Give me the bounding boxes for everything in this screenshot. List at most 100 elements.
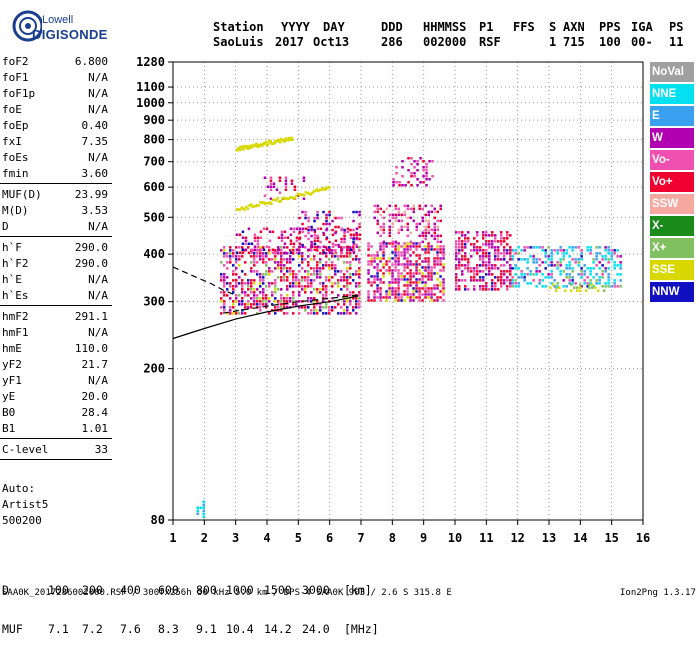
echo-point	[220, 306, 223, 309]
echo-point	[388, 204, 391, 208]
echo-point	[580, 273, 583, 276]
echo-point	[427, 287, 430, 290]
echo-point	[235, 300, 238, 303]
echo-point	[391, 225, 394, 229]
echo-point	[403, 210, 406, 214]
echo-point	[334, 255, 337, 258]
echo-point	[292, 282, 295, 285]
echo-point	[328, 210, 331, 214]
header-label: AXN	[563, 20, 585, 34]
echo-point	[455, 246, 458, 249]
echo-point	[523, 249, 526, 252]
echo-point	[244, 261, 247, 264]
echo-point	[412, 290, 415, 293]
echo-point	[268, 267, 271, 270]
echo-point	[550, 282, 553, 285]
echo-point	[313, 216, 316, 220]
echo-point	[568, 267, 571, 270]
echo-point	[355, 273, 358, 276]
echo-point	[262, 279, 265, 282]
echo-point	[289, 233, 293, 236]
echo-point	[376, 284, 379, 287]
echo-point	[298, 237, 301, 241]
echo-point	[514, 264, 517, 267]
echo-point	[238, 312, 241, 315]
echo-point	[322, 282, 325, 285]
echo-point	[250, 285, 253, 288]
echo-point	[485, 231, 488, 234]
echo-point	[538, 246, 541, 249]
echo-point	[580, 258, 583, 261]
echo-point	[427, 272, 430, 275]
echo-point	[310, 309, 313, 312]
echo-point	[343, 240, 346, 244]
echo-point	[346, 294, 349, 297]
echo-point	[482, 234, 485, 237]
echo-point	[301, 276, 304, 279]
echo-point	[613, 261, 616, 264]
echo-point	[316, 234, 319, 238]
echo-point	[509, 264, 512, 267]
echo-point	[464, 240, 467, 243]
echo-point	[268, 270, 271, 273]
echo-point	[310, 312, 313, 315]
echo-point	[491, 273, 494, 276]
parameter-value: 7.35	[81, 135, 109, 148]
echo-point	[355, 227, 359, 230]
echo-point	[523, 279, 526, 282]
echo-point	[307, 264, 310, 267]
echo-point	[439, 281, 442, 284]
echo-point	[289, 251, 293, 254]
echo-point	[430, 228, 433, 232]
echo-point	[376, 275, 379, 278]
echo-point	[473, 249, 476, 252]
echo-point	[406, 296, 409, 299]
parameter-name: h`F2	[2, 257, 29, 270]
echo-point	[283, 297, 286, 300]
echo-point	[433, 225, 436, 229]
echo-point	[223, 306, 226, 309]
echo-point	[373, 210, 376, 214]
echo-point	[397, 269, 400, 272]
echo-point	[247, 246, 250, 249]
echo-point	[286, 294, 289, 297]
echo-point	[394, 251, 397, 254]
echo-point	[241, 288, 244, 291]
echo-point	[289, 285, 292, 288]
echo-point	[436, 240, 439, 244]
echo-point	[485, 255, 488, 258]
echo-point	[349, 255, 352, 258]
echo-point	[589, 279, 592, 282]
echo-point	[388, 257, 391, 260]
echo-point	[497, 288, 500, 291]
echo-point	[352, 306, 355, 309]
echo-point	[256, 288, 259, 291]
echo-point	[409, 231, 412, 235]
echo-point	[235, 273, 238, 276]
parameter-name: foE	[2, 103, 22, 116]
echo-point	[485, 240, 488, 243]
echo-point	[395, 172, 398, 175]
echo-point	[433, 216, 436, 220]
echo-point	[604, 282, 607, 285]
echo-point	[340, 312, 343, 315]
echo-point	[494, 255, 497, 258]
echo-point	[571, 267, 574, 270]
echo-point	[313, 248, 317, 251]
echo-point	[565, 267, 568, 270]
echo-point	[442, 248, 445, 251]
echo-point	[280, 288, 283, 291]
echo-point	[334, 243, 337, 247]
echo-point	[397, 231, 400, 235]
echo-point	[316, 267, 319, 270]
trace-point	[271, 198, 275, 202]
echo-point	[349, 312, 352, 315]
echo-point	[394, 266, 397, 269]
echo-point	[570, 289, 573, 292]
echo-point	[409, 216, 412, 220]
echo-point	[610, 258, 613, 261]
echo-point	[340, 216, 343, 220]
echo-point	[523, 246, 526, 249]
echo-point	[229, 261, 232, 264]
echo-point	[253, 255, 256, 258]
